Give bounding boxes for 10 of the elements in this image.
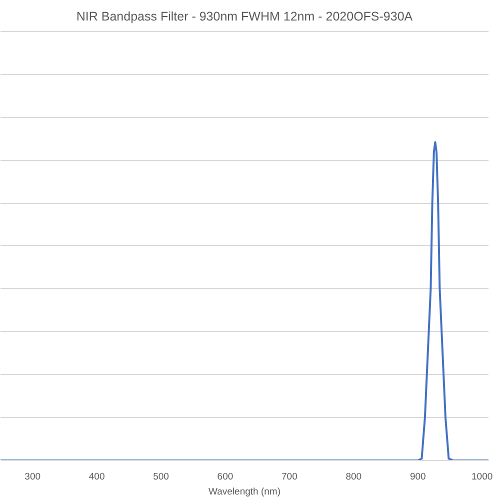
- chart-title: NIR Bandpass Filter - 930nm FWHM 12nm - 2020OFS-930A: [76, 10, 414, 24]
- x-tick-label: 900: [410, 472, 426, 482]
- x-tick-label: 500: [153, 472, 169, 482]
- x-tick-label: 300: [24, 472, 41, 482]
- x-tick-label: 700: [282, 472, 298, 482]
- x-axis-title: Wavelength (nm): [208, 486, 280, 498]
- x-tick-label: 400: [88, 472, 105, 482]
- x-tick-label: 600: [217, 472, 234, 482]
- x-tick-label: 800: [346, 472, 362, 482]
- x-tick-label: 1000: [472, 472, 493, 482]
